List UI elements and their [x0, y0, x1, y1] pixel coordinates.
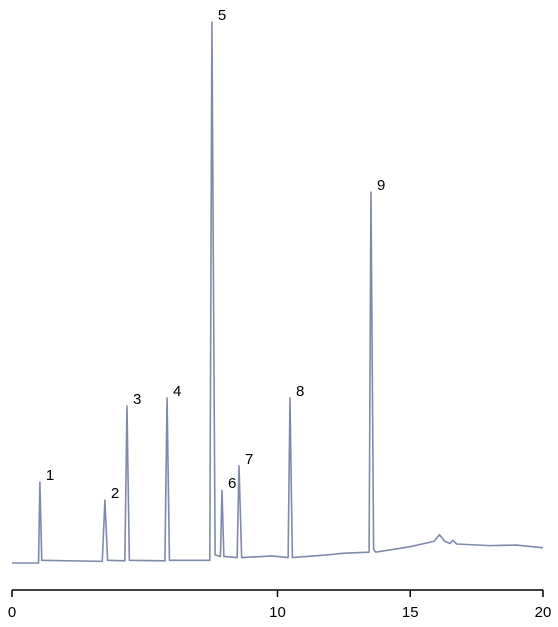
- peak-label: 5: [218, 7, 226, 24]
- peak-label: 6: [228, 475, 236, 492]
- x-tick-label: 10: [269, 604, 286, 621]
- trace: [12, 21, 544, 564]
- x-tick-label: 20: [535, 604, 552, 621]
- x-tick-label: 0: [8, 604, 16, 621]
- x-tick-label: 15: [402, 604, 419, 621]
- peak-label: 7: [245, 451, 253, 468]
- peak-label: 8: [296, 383, 304, 400]
- peak-label: 4: [173, 383, 181, 400]
- peak-label: 1: [46, 467, 54, 484]
- peak-label: 3: [133, 391, 141, 408]
- peak-label: 2: [111, 485, 119, 502]
- peak-label: 9: [377, 177, 385, 194]
